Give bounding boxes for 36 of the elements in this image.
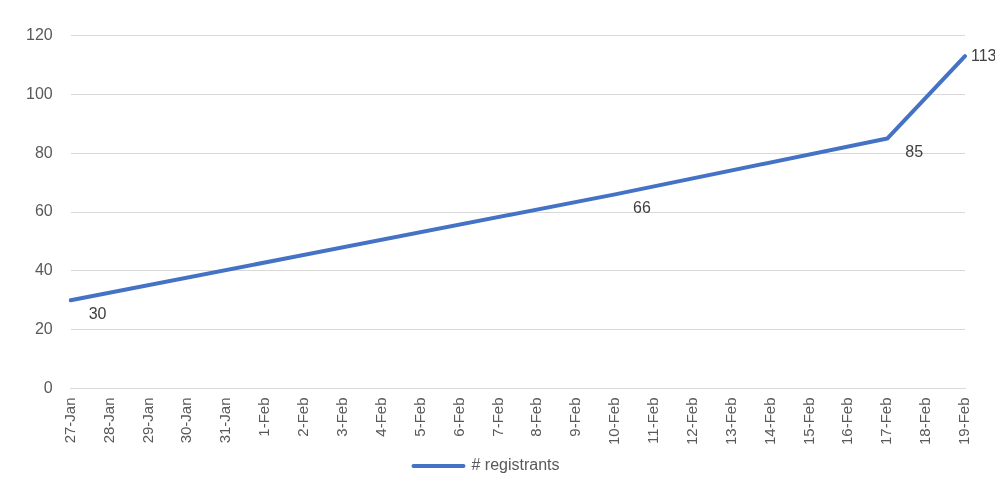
x-tick-label: 7-Feb (488, 397, 506, 437)
x-tick-label: 12-Feb (682, 397, 700, 445)
x-tick-label: 6-Feb (449, 397, 467, 437)
x-tick-label: 9-Feb (566, 397, 584, 437)
x-tick-label: 3-Feb (333, 397, 351, 437)
data-label: 30 (88, 304, 107, 322)
data-label: 66 (633, 198, 651, 216)
x-tick-label: 10-Feb (605, 397, 623, 445)
x-tick-label: 30-Jan (177, 397, 195, 444)
x-tick-label: 14-Feb (760, 397, 778, 445)
y-tick-label: 120 (25, 26, 53, 44)
x-tick-label: 31-Jan (216, 397, 234, 444)
y-tick-label: 0 (43, 378, 53, 396)
x-tick-label: 28-Jan (99, 397, 117, 444)
y-tick-label: 20 (34, 320, 53, 338)
x-tick-label: 27-Jan (60, 397, 78, 444)
x-tick-label: 11-Feb (644, 397, 662, 444)
x-tick-label: 1-Feb (255, 397, 273, 437)
x-tick-label: 15-Feb (799, 397, 817, 445)
x-tick-label: 4-Feb (371, 397, 389, 437)
x-tick-label: 8-Feb (527, 397, 545, 437)
x-tick-label: 13-Feb (721, 397, 739, 445)
x-tick-label: 18-Feb (916, 397, 934, 445)
x-tick-label: 29-Jan (138, 397, 156, 444)
data-label: 113 (971, 46, 997, 64)
legend-label: # registrants (471, 456, 560, 474)
x-tick-label: 17-Feb (877, 397, 895, 445)
x-tick-label: 2-Feb (294, 397, 312, 437)
x-tick-label: 5-Feb (410, 397, 428, 437)
y-tick-label: 40 (34, 261, 53, 279)
y-tick-label: 80 (34, 143, 53, 161)
x-tick-label: 19-Feb (955, 397, 973, 445)
x-tick-label: 16-Feb (838, 397, 856, 445)
data-label: 85 (905, 142, 924, 160)
y-tick-label: 60 (34, 202, 53, 220)
y-tick-label: 100 (25, 84, 53, 102)
